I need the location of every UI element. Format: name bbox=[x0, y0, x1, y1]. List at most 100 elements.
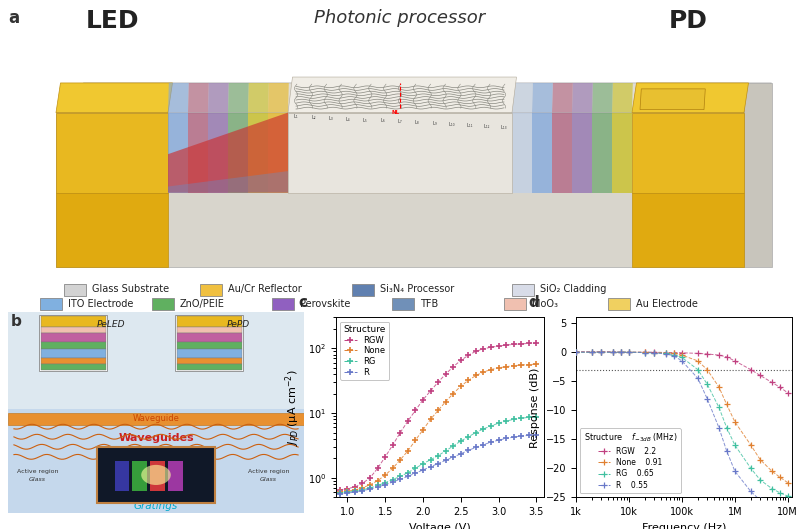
Bar bbox=[177, 358, 242, 364]
Bar bbox=[175, 315, 243, 371]
Bar bbox=[132, 461, 147, 491]
Text: ITO Electrode: ITO Electrode bbox=[68, 299, 134, 309]
Bar bbox=[114, 461, 130, 491]
Polygon shape bbox=[168, 171, 288, 193]
Bar bbox=[64, 284, 86, 296]
Bar bbox=[41, 333, 106, 342]
Bar bbox=[177, 333, 242, 342]
Text: Au/Cr Reflector: Au/Cr Reflector bbox=[228, 284, 302, 294]
Polygon shape bbox=[56, 193, 168, 267]
Text: PD: PD bbox=[669, 9, 707, 33]
Polygon shape bbox=[228, 83, 249, 113]
Bar bbox=[8, 413, 304, 425]
Polygon shape bbox=[208, 113, 228, 193]
Text: Active region: Active region bbox=[248, 469, 290, 474]
Bar bbox=[41, 316, 106, 327]
Text: L₇: L₇ bbox=[398, 120, 402, 124]
Polygon shape bbox=[188, 113, 208, 193]
X-axis label: Frequency (Hz): Frequency (Hz) bbox=[642, 523, 726, 529]
Bar bbox=[200, 284, 222, 296]
Bar bbox=[177, 364, 242, 370]
Bar bbox=[392, 298, 414, 310]
Text: Active region: Active region bbox=[17, 469, 58, 474]
Bar bbox=[41, 327, 106, 333]
Text: Waveguide: Waveguide bbox=[133, 414, 179, 423]
Polygon shape bbox=[56, 83, 173, 113]
Polygon shape bbox=[168, 83, 189, 113]
Bar bbox=[608, 298, 630, 310]
Polygon shape bbox=[228, 113, 248, 193]
Polygon shape bbox=[168, 113, 188, 193]
Polygon shape bbox=[248, 113, 268, 193]
Text: SiO₂ Cladding: SiO₂ Cladding bbox=[540, 284, 606, 294]
Text: Perovskite: Perovskite bbox=[300, 299, 350, 309]
Text: PeLED: PeLED bbox=[97, 320, 126, 329]
Polygon shape bbox=[288, 113, 512, 193]
Polygon shape bbox=[632, 113, 744, 193]
Text: Gratings: Gratings bbox=[134, 501, 178, 511]
Bar bbox=[177, 342, 242, 349]
Polygon shape bbox=[552, 113, 572, 193]
Polygon shape bbox=[744, 83, 771, 267]
Bar bbox=[177, 349, 242, 358]
Text: ZnO/PEIE: ZnO/PEIE bbox=[180, 299, 225, 309]
Legend: RGW    2.2, None    0.91, RG    0.65, R    0.55: RGW 2.2, None 0.91, RG 0.65, R 0.55 bbox=[580, 428, 681, 494]
Polygon shape bbox=[532, 83, 553, 113]
Polygon shape bbox=[188, 83, 209, 113]
Bar bbox=[168, 461, 182, 491]
Text: MoO₃: MoO₃ bbox=[532, 299, 558, 309]
Polygon shape bbox=[572, 83, 593, 113]
Bar bbox=[40, 298, 62, 310]
Bar bbox=[8, 408, 304, 513]
Text: L₆: L₆ bbox=[380, 118, 385, 123]
Text: L₁₀: L₁₀ bbox=[449, 122, 455, 127]
Polygon shape bbox=[572, 113, 592, 193]
Polygon shape bbox=[532, 113, 552, 193]
Polygon shape bbox=[612, 83, 633, 113]
Polygon shape bbox=[640, 89, 706, 110]
Text: L₉: L₉ bbox=[432, 121, 437, 126]
Bar bbox=[177, 316, 242, 327]
Text: L₁₁: L₁₁ bbox=[466, 123, 473, 128]
Polygon shape bbox=[592, 113, 612, 193]
Polygon shape bbox=[512, 83, 533, 113]
Bar bbox=[272, 298, 294, 310]
Text: TFB: TFB bbox=[420, 299, 438, 309]
Text: L₅: L₅ bbox=[363, 117, 368, 123]
Text: a: a bbox=[8, 9, 19, 27]
Polygon shape bbox=[288, 77, 517, 113]
Text: b: b bbox=[11, 314, 22, 329]
Text: Glass: Glass bbox=[260, 477, 277, 482]
Text: Glass Substrate: Glass Substrate bbox=[92, 284, 169, 294]
Legend: RGW, None, RG, R: RGW, None, RG, R bbox=[340, 322, 390, 380]
Polygon shape bbox=[592, 83, 613, 113]
Bar bbox=[504, 298, 526, 310]
Polygon shape bbox=[552, 83, 573, 113]
Bar bbox=[41, 349, 106, 358]
Polygon shape bbox=[612, 113, 632, 193]
Text: L₁₂: L₁₂ bbox=[483, 124, 490, 129]
X-axis label: Voltage (V): Voltage (V) bbox=[409, 523, 471, 529]
Text: Waveguides: Waveguides bbox=[118, 433, 194, 443]
Text: L₁₃: L₁₃ bbox=[501, 125, 507, 130]
Polygon shape bbox=[268, 83, 289, 113]
Y-axis label: $J_{PD}$ (μA cm$^{-2}$): $J_{PD}$ (μA cm$^{-2}$) bbox=[284, 369, 302, 445]
Text: d: d bbox=[529, 295, 539, 310]
Text: L₁: L₁ bbox=[294, 114, 298, 119]
Text: c: c bbox=[298, 295, 307, 310]
Polygon shape bbox=[168, 113, 288, 193]
Bar bbox=[41, 358, 106, 364]
Polygon shape bbox=[512, 113, 532, 193]
Polygon shape bbox=[208, 83, 229, 113]
Text: NL: NL bbox=[392, 110, 400, 115]
Bar bbox=[152, 298, 174, 310]
Polygon shape bbox=[268, 113, 288, 193]
Polygon shape bbox=[632, 193, 744, 267]
Bar bbox=[39, 315, 107, 371]
FancyBboxPatch shape bbox=[97, 447, 215, 503]
Text: Photonic processor: Photonic processor bbox=[314, 9, 486, 27]
Text: PePD: PePD bbox=[227, 320, 250, 329]
Text: Si₃N₄ Processor: Si₃N₄ Processor bbox=[380, 284, 454, 294]
Text: Glass: Glass bbox=[29, 477, 46, 482]
Text: L₃: L₃ bbox=[328, 116, 333, 121]
